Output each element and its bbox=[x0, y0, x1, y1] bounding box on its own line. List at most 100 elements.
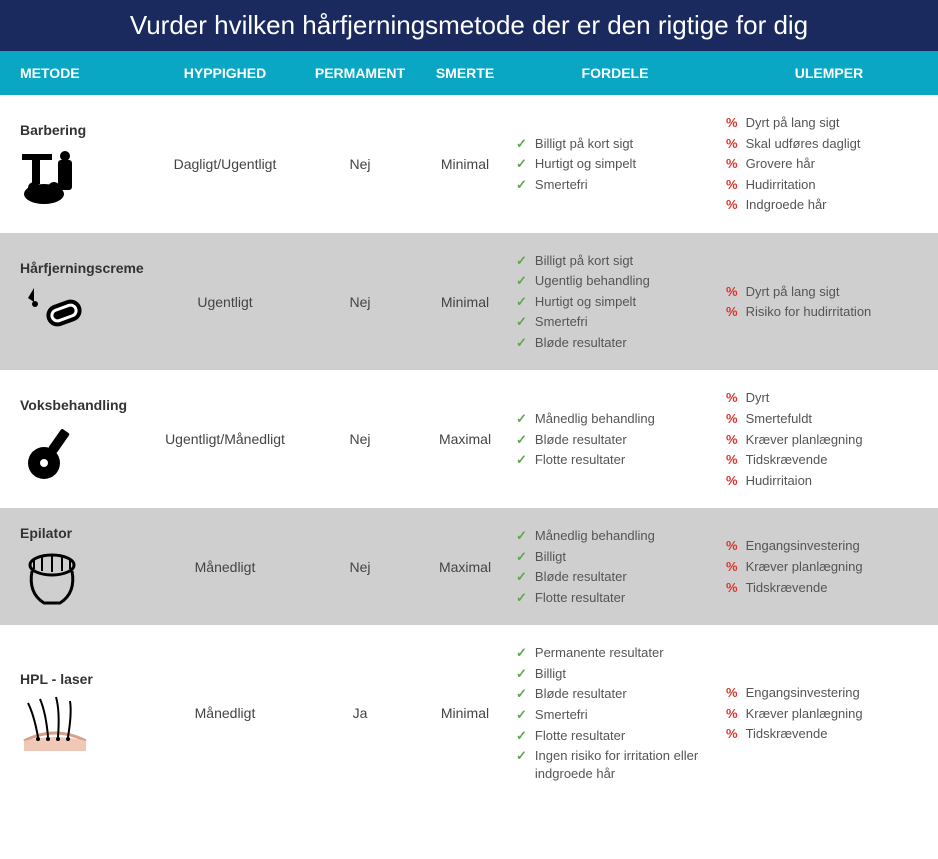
pro-item: ✓Flotte resultater bbox=[516, 451, 714, 469]
percent-icon: % bbox=[726, 176, 738, 194]
con-item: % Smertefuldt bbox=[726, 410, 932, 428]
method-cell: HPL - laser bbox=[0, 671, 150, 755]
con-item: % Engangsinvestering bbox=[726, 537, 932, 555]
check-icon: ✓ bbox=[516, 685, 527, 703]
check-icon: ✓ bbox=[516, 451, 527, 469]
percent-icon: % bbox=[726, 410, 738, 428]
check-icon: ✓ bbox=[516, 706, 527, 724]
con-text: Skal udføres dagligt bbox=[746, 135, 861, 153]
pain-cell: Minimal bbox=[420, 156, 510, 172]
check-icon: ✓ bbox=[516, 410, 527, 428]
percent-icon: % bbox=[726, 135, 738, 153]
con-text: Engangsinvestering bbox=[746, 537, 860, 555]
frequency-cell: Ugentligt/Månedligt bbox=[150, 431, 300, 447]
check-icon: ✓ bbox=[516, 155, 527, 173]
permanent-cell: Nej bbox=[300, 431, 420, 447]
con-text: Tidskrævende bbox=[746, 579, 828, 597]
pro-text: Smertefri bbox=[535, 313, 588, 331]
pros-cell: ✓ Månedlig behandling ✓ Bløde resultater ✓Fl… bbox=[510, 403, 720, 476]
pro-text: Smertefri bbox=[535, 706, 588, 724]
pro-item: ✓ Billigt på kort sigt bbox=[516, 135, 714, 153]
pro-item: ✓Billigt bbox=[516, 665, 714, 683]
con-item: %Grovere hår bbox=[726, 155, 932, 173]
con-text: Smertefuldt bbox=[746, 410, 812, 428]
frequency-cell: Ugentligt bbox=[150, 294, 300, 310]
con-item: %Tidskrævende bbox=[726, 725, 932, 743]
check-icon: ✓ bbox=[516, 548, 527, 566]
check-icon: ✓ bbox=[516, 527, 527, 545]
check-icon: ✓ bbox=[516, 272, 527, 290]
table-row: BarberingDagligt/UgentligtNejMinimal✓Bil… bbox=[0, 95, 938, 233]
con-text: Kræver planlægning bbox=[746, 558, 863, 576]
con-item: %Hudirritation bbox=[726, 176, 932, 194]
pro-text: Billigt på kort sigt bbox=[535, 135, 633, 153]
table-row: EpilatorMånedligtNejMaximal✓Månedlig beh… bbox=[0, 508, 938, 625]
pro-text: Bløde resultater bbox=[535, 334, 627, 352]
percent-icon: % bbox=[726, 472, 738, 490]
check-icon: ✓ bbox=[516, 334, 527, 352]
pros-cell: ✓Billigt på kort sigt✓Ugentlig behandlin… bbox=[510, 245, 720, 359]
pro-item: ✓ Månedlig behandling bbox=[516, 410, 714, 428]
check-icon: ✓ bbox=[516, 176, 527, 194]
con-item: % Tidskrævende bbox=[726, 579, 932, 597]
con-text: Tidskrævende bbox=[746, 451, 828, 469]
pain-cell: Minimal bbox=[420, 294, 510, 310]
pro-item: ✓Hurtigt og simpelt bbox=[516, 293, 714, 311]
con-item: %Tidskrævende bbox=[726, 451, 932, 469]
cons-cell: %Engangsinvestering% Kræver planlægning %T… bbox=[720, 677, 938, 750]
pro-item: ✓ Smertefri bbox=[516, 313, 714, 331]
method-cell: Hårfjerningscreme bbox=[0, 260, 150, 344]
col-ulemper: ULEMPER bbox=[720, 65, 938, 81]
con-text: Kræver planlægning bbox=[746, 431, 863, 449]
con-item: %Engangsinvestering bbox=[726, 684, 932, 702]
pro-text: Bløde resultater bbox=[535, 431, 627, 449]
pro-text: Ugentlig behandling bbox=[535, 272, 650, 290]
check-icon: ✓ bbox=[516, 313, 527, 331]
percent-icon: % bbox=[726, 537, 738, 555]
cons-cell: %Dyrt på lang sigt%Risiko for hudirritat… bbox=[720, 276, 938, 328]
cons-cell: %Dyrt på lang sigt%Skal udføres dagligt%… bbox=[720, 107, 938, 221]
check-icon: ✓ bbox=[516, 727, 527, 745]
check-icon: ✓ bbox=[516, 252, 527, 270]
wax-icon bbox=[20, 421, 90, 481]
pro-text: Månedlig behandling bbox=[535, 410, 655, 428]
con-item: %Risiko for hudirritation bbox=[726, 303, 932, 321]
pro-item: ✓ Bløde resultater bbox=[516, 334, 714, 352]
con-text: Hudirritaion bbox=[746, 472, 812, 490]
pro-text: Flotte resultater bbox=[535, 589, 625, 607]
percent-icon: % bbox=[726, 303, 738, 321]
pain-cell: Minimal bbox=[420, 705, 510, 721]
pro-item: ✓Månedlig behandling bbox=[516, 527, 714, 545]
check-icon: ✓ bbox=[516, 665, 527, 683]
percent-icon: % bbox=[726, 389, 738, 407]
con-item: %Kræver planlægning bbox=[726, 431, 932, 449]
percent-icon: % bbox=[726, 196, 738, 214]
permanent-cell: Nej bbox=[300, 156, 420, 172]
check-icon: ✓ bbox=[516, 135, 527, 153]
col-metode: METODE bbox=[0, 65, 150, 81]
check-icon: ✓ bbox=[516, 431, 527, 449]
con-text: Kræver planlægning bbox=[746, 705, 863, 723]
table-header: METODE HYPPIGHED PERMAMENT SMERTE FORDEL… bbox=[0, 51, 938, 95]
permanent-cell: Ja bbox=[300, 705, 420, 721]
pro-item: ✓Flotte resultater bbox=[516, 589, 714, 607]
cons-cell: % Engangsinvestering %Kræver planlægning% T… bbox=[720, 530, 938, 603]
con-item: %Kræver planlægning bbox=[726, 558, 932, 576]
pros-cell: ✓Permanente resultater✓Billigt✓Bløde res… bbox=[510, 637, 720, 789]
pro-item: ✓Billigt på kort sigt bbox=[516, 252, 714, 270]
pro-text: Flotte resultater bbox=[535, 727, 625, 745]
pro-item: ✓ Flotte resultater bbox=[516, 727, 714, 745]
pro-text: Permanente resultater bbox=[535, 644, 664, 662]
pro-item: ✓ Smertefri bbox=[516, 706, 714, 724]
check-icon: ✓ bbox=[516, 644, 527, 662]
page-title: Vurder hvilken hårfjerningsmetode der er… bbox=[0, 0, 938, 51]
pro-text: Billigt bbox=[535, 548, 566, 566]
percent-icon: % bbox=[726, 725, 738, 743]
laser-icon bbox=[20, 695, 90, 755]
pain-cell: Maximal bbox=[420, 431, 510, 447]
cream-icon bbox=[20, 284, 90, 344]
percent-icon: % bbox=[726, 155, 738, 173]
con-item: %Indgroede hår bbox=[726, 196, 932, 214]
percent-icon: % bbox=[726, 579, 738, 597]
method-name: Barbering bbox=[20, 122, 150, 138]
